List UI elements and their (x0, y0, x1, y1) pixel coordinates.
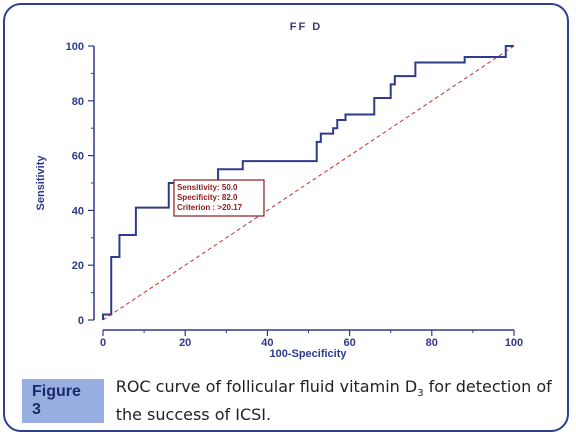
annotation-line: Specificity: 82.0 (177, 193, 238, 202)
x-tick-label: 20 (179, 337, 191, 349)
chart-title: FF D (290, 21, 322, 33)
y-tick-label: 60 (72, 151, 84, 163)
annotation-line: Criterion : >20.17 (177, 203, 243, 212)
y-tick-label: 80 (72, 96, 84, 108)
annotation-line: Sensitivity: 50.0 (177, 183, 238, 192)
reference-diagonal-line (102, 45, 515, 321)
y-tick-label: 20 (72, 260, 84, 272)
x-tick-label: 0 (100, 337, 106, 349)
caption-subscript: 3 (417, 388, 424, 400)
y-tick-label: 100 (66, 41, 84, 53)
y-tick-label: 0 (78, 315, 84, 327)
series-group (102, 45, 515, 321)
y-axis-label: Sensitivity (35, 155, 47, 211)
y-tick-label: 40 (72, 205, 84, 217)
caption-part1: ROC curve of follicular fluid vitamin D (115, 377, 418, 396)
figure-label: Figure 3 (22, 379, 104, 423)
roc-curve-line (102, 45, 514, 320)
figure-caption: Figure 3 ROC curve of follicular fluid v… (22, 376, 552, 425)
x-tick-label: 60 (343, 337, 355, 349)
caption-text: ROC curve of follicular fluid vitamin D3… (116, 376, 552, 425)
caption-part2: for detection of the success of ICSI. (115, 377, 552, 425)
x-tick-label: 40 (261, 337, 273, 349)
x-tick-label: 80 (426, 337, 438, 349)
x-tick-label: 100 (505, 337, 523, 349)
axes: 0 20 40 60 80 100 0 20 40 60 80 100 (66, 41, 524, 349)
x-axis-label: 100-Specificity (269, 348, 347, 360)
annotation-rect (173, 179, 265, 217)
figure-frame (3, 3, 569, 432)
